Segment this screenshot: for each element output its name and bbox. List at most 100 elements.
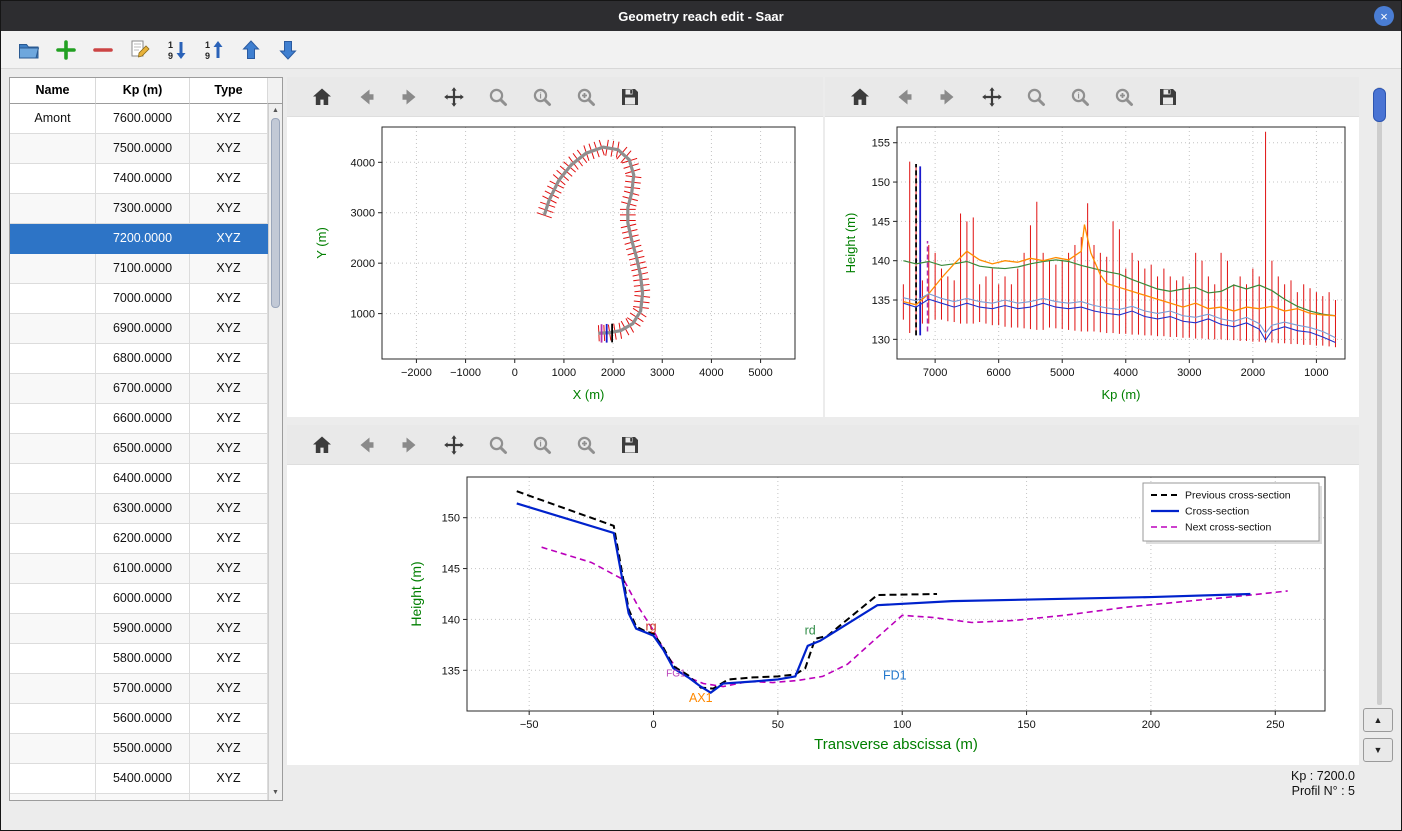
save-button[interactable] [617, 432, 643, 458]
cell-name[interactable] [10, 554, 96, 584]
zoom-info-button[interactable]: i [1067, 84, 1093, 110]
cell-type[interactable]: XYZ [190, 614, 268, 644]
cell-type[interactable]: XYZ [190, 284, 268, 314]
cell-type[interactable]: XYZ [190, 344, 268, 374]
profile-up-button[interactable]: ▲ [1363, 708, 1393, 732]
zoom-button[interactable] [485, 432, 511, 458]
table-row[interactable]: 6300.0000 XYZ [10, 494, 268, 524]
cell-type[interactable]: XYZ [190, 704, 268, 734]
cell-type[interactable]: XYZ [190, 584, 268, 614]
close-button[interactable]: × [1374, 6, 1394, 26]
home-button[interactable] [309, 84, 335, 110]
open-file-button[interactable] [15, 36, 43, 64]
cell-type[interactable]: XYZ [190, 224, 268, 254]
scrollbar-thumb[interactable] [271, 118, 280, 308]
table-row[interactable]: Amont 7600.0000 XYZ [10, 104, 268, 134]
cell-kp[interactable]: 5400.0000 [96, 764, 190, 794]
add-cross-section-button[interactable] [52, 36, 80, 64]
table-row[interactable]: 5600.0000 XYZ [10, 704, 268, 734]
edit-button[interactable] [126, 36, 154, 64]
longitudinal-profile-chart[interactable]: 7000 6000 5000 4000 3000 2000 1000 130 135 140 145… [825, 117, 1359, 417]
table-row[interactable]: 6500.0000 XYZ [10, 434, 268, 464]
back-button[interactable] [353, 432, 379, 458]
cell-kp[interactable]: 6600.0000 [96, 404, 190, 434]
cell-kp[interactable]: 6500.0000 [96, 434, 190, 464]
back-button[interactable] [353, 84, 379, 110]
cell-type[interactable]: XYZ [190, 764, 268, 794]
zoom-info-button[interactable]: i [529, 432, 555, 458]
cell-kp[interactable]: 6900.0000 [96, 314, 190, 344]
cell-type[interactable]: XYZ [190, 494, 268, 524]
cell-kp[interactable]: 7300.0000 [96, 194, 190, 224]
cell-name[interactable] [10, 224, 96, 254]
cell-kp[interactable]: 6400.0000 [96, 464, 190, 494]
move-down-button[interactable] [274, 36, 302, 64]
home-button[interactable] [847, 84, 873, 110]
cell-kp[interactable]: 7600.0000 [96, 104, 190, 134]
table-row[interactable]: 6100.0000 XYZ [10, 554, 268, 584]
cell-type[interactable]: XYZ [190, 404, 268, 434]
zoom-button[interactable] [1023, 84, 1049, 110]
cell-kp[interactable]: 5300.0000 [96, 794, 190, 800]
cell-name[interactable] [10, 494, 96, 524]
cell-type[interactable]: XYZ [190, 134, 268, 164]
cell-type[interactable]: XYZ [190, 464, 268, 494]
pan-button[interactable] [441, 84, 467, 110]
cross-section-chart[interactable]: −50 0 50 100 150 200 250 135 140 145 150 rg rd FG1 FD1… [287, 465, 1359, 765]
cell-kp[interactable]: 6800.0000 [96, 344, 190, 374]
cell-type[interactable]: XYZ [190, 164, 268, 194]
vertical-slider-thumb[interactable] [1373, 88, 1386, 122]
forward-button[interactable] [397, 84, 423, 110]
cell-name[interactable] [10, 194, 96, 224]
cell-name[interactable] [10, 284, 96, 314]
cell-name[interactable] [10, 134, 96, 164]
cell-kp[interactable]: 7500.0000 [96, 134, 190, 164]
cell-type[interactable]: XYZ [190, 104, 268, 134]
cell-type[interactable]: XYZ [190, 524, 268, 554]
zoom-button[interactable] [485, 84, 511, 110]
cell-kp[interactable]: 6000.0000 [96, 584, 190, 614]
forward-button[interactable] [397, 432, 423, 458]
table-row[interactable]: 7200.0000 XYZ [10, 224, 268, 254]
table-row[interactable]: 5800.0000 XYZ [10, 644, 268, 674]
back-button[interactable] [891, 84, 917, 110]
forward-button[interactable] [935, 84, 961, 110]
cell-kp[interactable]: 6100.0000 [96, 554, 190, 584]
cell-kp[interactable]: 5800.0000 [96, 644, 190, 674]
sort-ascending-button[interactable]: 1 9 [200, 36, 228, 64]
move-up-button[interactable] [237, 36, 265, 64]
zoom-info-button[interactable]: i [529, 84, 555, 110]
remove-cross-section-button[interactable] [89, 36, 117, 64]
cell-kp[interactable]: 7000.0000 [96, 284, 190, 314]
table-row[interactable]: 7400.0000 XYZ [10, 164, 268, 194]
table-row[interactable]: 6700.0000 XYZ [10, 374, 268, 404]
cell-name[interactable] [10, 734, 96, 764]
cell-kp[interactable]: 7200.0000 [96, 224, 190, 254]
cell-type[interactable]: XYZ [190, 254, 268, 284]
cell-type[interactable]: XYZ [190, 194, 268, 224]
cell-kp[interactable]: 6200.0000 [96, 524, 190, 554]
table-row[interactable]: 5900.0000 XYZ [10, 614, 268, 644]
cell-name[interactable] [10, 314, 96, 344]
save-button[interactable] [617, 84, 643, 110]
scrollbar-up-icon[interactable]: ▲ [272, 107, 279, 114]
cell-name[interactable] [10, 644, 96, 674]
cell-type[interactable]: XYZ [190, 794, 268, 800]
plan-view-chart[interactable]: −2000 −1000 0 1000 2000 3000 4000 5000 1000 2000 3… [287, 117, 823, 417]
cell-type[interactable]: XYZ [190, 644, 268, 674]
cell-name[interactable] [10, 164, 96, 194]
table-row[interactable]: 6400.0000 XYZ [10, 464, 268, 494]
cell-type[interactable]: XYZ [190, 554, 268, 584]
cell-kp[interactable]: 7400.0000 [96, 164, 190, 194]
column-header-name[interactable]: Name [10, 78, 96, 104]
sort-descending-button[interactable]: 1 9 [163, 36, 191, 64]
cell-name[interactable] [10, 764, 96, 794]
pan-button[interactable] [979, 84, 1005, 110]
zoom-in-button[interactable] [1111, 84, 1137, 110]
column-header-kp[interactable]: Kp (m) [96, 78, 190, 104]
cell-kp[interactable]: 5700.0000 [96, 674, 190, 704]
cell-type[interactable]: XYZ [190, 314, 268, 344]
cell-kp[interactable]: 6300.0000 [96, 494, 190, 524]
table-row[interactable]: 7500.0000 XYZ [10, 134, 268, 164]
save-button[interactable] [1155, 84, 1181, 110]
